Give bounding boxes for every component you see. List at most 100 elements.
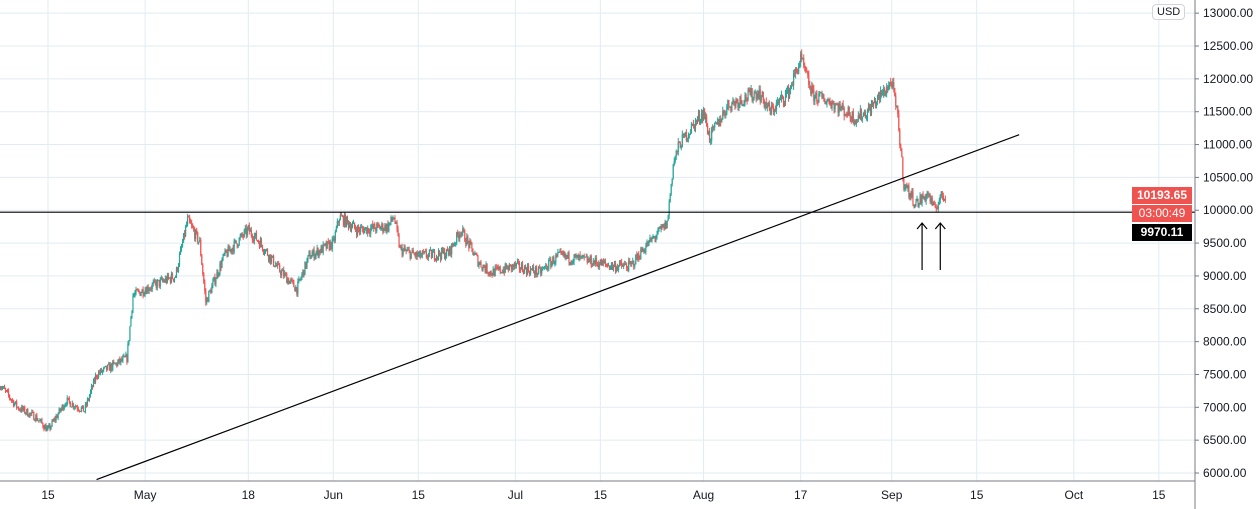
candle-body — [151, 284, 153, 290]
candle-body — [719, 118, 721, 126]
candle-body — [834, 104, 836, 110]
candle-body — [357, 226, 360, 230]
candle-body — [441, 248, 444, 253]
line-price-label: 9970.11 — [1132, 224, 1192, 241]
candle-body — [515, 263, 518, 267]
candle-body — [547, 268, 549, 270]
candle-body — [311, 253, 313, 258]
candle-body — [42, 423, 44, 428]
candle-body — [911, 191, 913, 197]
candle-body — [313, 249, 315, 259]
candle-body — [498, 266, 500, 270]
candle-body — [39, 420, 41, 422]
candle-body — [487, 272, 489, 274]
candle-body — [457, 232, 459, 236]
candle-body — [124, 355, 126, 358]
candle-body — [803, 58, 805, 66]
candle-body — [353, 222, 356, 228]
candle-body — [652, 237, 654, 239]
candle-body — [158, 279, 160, 287]
candle-body — [207, 298, 209, 302]
candle-body — [28, 416, 30, 418]
candle-body — [169, 277, 172, 283]
candle-body — [627, 268, 629, 271]
candle-body — [533, 267, 535, 273]
time-tick-label: 17 — [794, 488, 808, 502]
candle-body — [227, 246, 229, 257]
candle-body — [794, 73, 796, 75]
candle-body — [621, 262, 623, 266]
candle-body — [209, 290, 211, 292]
candle-body — [121, 358, 123, 361]
candle-body — [922, 195, 924, 199]
candle-body — [595, 257, 597, 264]
candle-body — [605, 263, 608, 265]
candle-body — [196, 230, 198, 233]
candle-body — [360, 227, 362, 232]
candle-body — [159, 279, 161, 287]
time-axis[interactable]: 15 May 18 Jun 15 Jul 15 Aug 17 Sep 15 Oct 15 — [41, 488, 1165, 502]
candle-body — [354, 227, 357, 231]
candle-body — [672, 164, 674, 179]
candle-body — [100, 368, 102, 374]
candle-body — [224, 249, 226, 255]
candle-body — [767, 102, 769, 106]
candle-body — [126, 354, 128, 362]
candle-body — [291, 279, 293, 281]
candle-body — [182, 233, 185, 243]
candle-body — [152, 282, 154, 285]
candle-body — [660, 226, 662, 229]
candle-body — [74, 406, 76, 408]
candle-body — [1, 387, 4, 389]
candle-body — [192, 225, 194, 228]
candle-body — [741, 101, 743, 105]
candle-body — [346, 216, 349, 221]
candle-body — [230, 249, 232, 252]
candle-body — [499, 266, 501, 273]
candle-body — [201, 255, 203, 265]
candle-body — [692, 123, 695, 125]
candle-body — [843, 108, 845, 116]
candle-body — [801, 53, 803, 60]
candle-body — [304, 261, 306, 276]
price-axis[interactable]: 6000.00 6500.00 7000.00 7500.00 8000.00 8500.… — [1195, 6, 1253, 480]
candle-body — [622, 265, 624, 267]
candle-body — [669, 194, 671, 203]
candle-body — [433, 250, 436, 260]
candle-body — [483, 265, 485, 268]
candle-body — [286, 274, 288, 284]
candle-body — [734, 101, 736, 106]
candle-body — [322, 243, 324, 253]
candle-body — [104, 366, 106, 368]
candle-body — [297, 281, 299, 295]
candle-body — [153, 280, 155, 283]
candle-body — [807, 71, 809, 75]
candle-body — [662, 224, 664, 227]
currency-button[interactable]: USD — [1152, 4, 1186, 20]
candle-body — [677, 141, 679, 153]
candle-body — [383, 229, 385, 232]
candle-body — [630, 262, 632, 265]
drawings[interactable] — [0, 134, 1195, 481]
candle-body — [646, 242, 648, 247]
candle-body — [732, 100, 734, 103]
price-tick-label: 7500.00 — [1203, 367, 1247, 381]
candle-body — [33, 412, 35, 421]
candle-body — [60, 408, 62, 412]
candle-body — [530, 268, 533, 270]
candle-body — [122, 356, 124, 361]
candle-body — [700, 113, 703, 121]
candle-body — [673, 161, 675, 165]
candle-body — [923, 196, 925, 199]
candle-body — [338, 220, 340, 223]
candle-body — [926, 192, 928, 197]
candle-body — [290, 279, 292, 282]
candle-body — [814, 94, 816, 102]
candle-body — [156, 280, 158, 288]
candle-body — [414, 254, 416, 257]
candle-body — [524, 266, 527, 269]
candle-body — [468, 241, 470, 248]
candle-body — [934, 204, 936, 208]
candle-body — [573, 254, 575, 262]
